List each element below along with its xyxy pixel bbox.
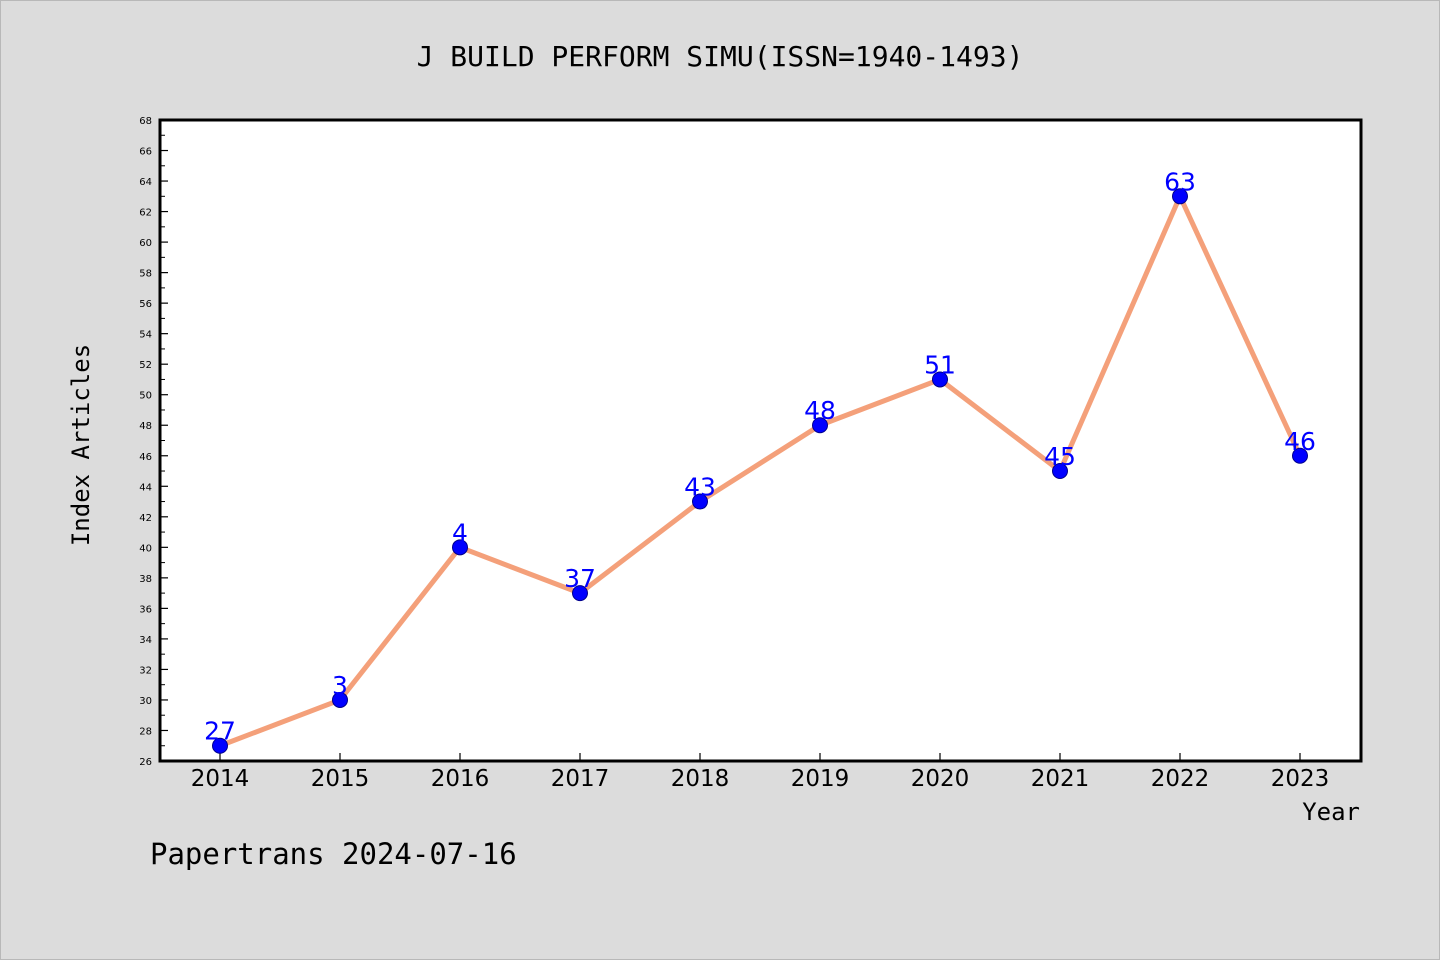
x-tick-label: 2014: [191, 766, 250, 792]
y-axis-title: Index Articles: [67, 344, 95, 546]
x-axis: 2014 2015 2016 2017 2018 2019 2020 2021 2022 2023: [191, 753, 1330, 792]
data-point-2018: [692, 493, 708, 510]
y-tick-label: 32: [139, 665, 152, 676]
x-axis-title: Year: [1302, 798, 1360, 826]
data-label-2020: 51: [924, 350, 956, 379]
x-tick-label: 2015: [311, 766, 370, 792]
x-tick-label: 2018: [671, 766, 730, 792]
x-tick-label: 2017: [551, 766, 610, 792]
data-point-2015: [332, 691, 348, 708]
data-markers: [212, 188, 1308, 754]
data-point-2021: [1052, 463, 1068, 480]
data-point-2020: [932, 371, 948, 388]
y-tick-label: 42: [139, 513, 152, 524]
series-line: [217, 193, 1303, 749]
x-tick-label: 2016: [431, 766, 490, 792]
data-label-2014: 27: [204, 717, 236, 746]
data-label-2018: 43: [684, 473, 716, 502]
y-tick-label: 62: [139, 208, 152, 219]
data-labels: 27 3 4 37 43 48 51 45 63 46: [204, 167, 1316, 745]
y-tick-label: 54: [139, 330, 152, 341]
y-tick-label: 48: [139, 421, 152, 432]
x-tick-label: 2023: [1271, 766, 1330, 792]
data-point-2014: [212, 737, 228, 754]
y-tick-label: 58: [139, 269, 152, 280]
chart-title: J BUILD PERFORM SIMU(ISSN=1940-1493): [417, 40, 1024, 73]
y-tick-label: 44: [139, 482, 152, 493]
y-tick-label: 36: [139, 604, 152, 615]
y-tick-label: 66: [139, 147, 152, 158]
data-point-2022: [1172, 188, 1188, 205]
data-label-2021: 45: [1044, 442, 1076, 471]
y-tick-label: 64: [139, 177, 152, 188]
y-tick-label: 38: [139, 574, 152, 585]
data-label-2015: 3: [332, 671, 348, 700]
data-label-2023: 46: [1284, 427, 1316, 456]
x-tick-label: 2020: [911, 766, 970, 792]
footer-date-stamp: Papertrans 2024-07-16: [150, 837, 517, 871]
y-tick-label: 60: [139, 238, 152, 249]
data-point-2023: [1292, 447, 1308, 464]
plot-area: [158, 118, 1363, 763]
data-label-2019: 48: [804, 396, 836, 425]
y-tick-label: 30: [139, 696, 152, 707]
x-tick-label: 2021: [1031, 766, 1090, 792]
data-point-2017: [572, 585, 588, 602]
x-tick-label: 2022: [1151, 766, 1210, 792]
y-tick-label: 46: [139, 452, 152, 463]
y-tick-label: 52: [139, 360, 152, 371]
y-tick-label: 50: [139, 391, 152, 402]
data-label-2017: 37: [564, 564, 596, 593]
data-point-2016: [452, 539, 468, 556]
data-label-2022: 63: [1164, 167, 1196, 196]
y-tick-label: 40: [139, 543, 152, 554]
y-tick-label: 26: [139, 757, 152, 768]
y-axis: 26 28 30 32 34 36 38 40 42 44 46 48 50 52 54 56 58 60 62 64…: [139, 116, 168, 768]
x-tick-label: 2019: [791, 766, 850, 792]
y-tick-label: 68: [139, 116, 152, 127]
data-point-2019: [812, 417, 828, 434]
data-label-2016: 4: [452, 518, 468, 547]
y-tick-label: 34: [139, 635, 152, 646]
y-tick-label: 28: [139, 726, 152, 737]
y-tick-label: 56: [139, 299, 152, 310]
